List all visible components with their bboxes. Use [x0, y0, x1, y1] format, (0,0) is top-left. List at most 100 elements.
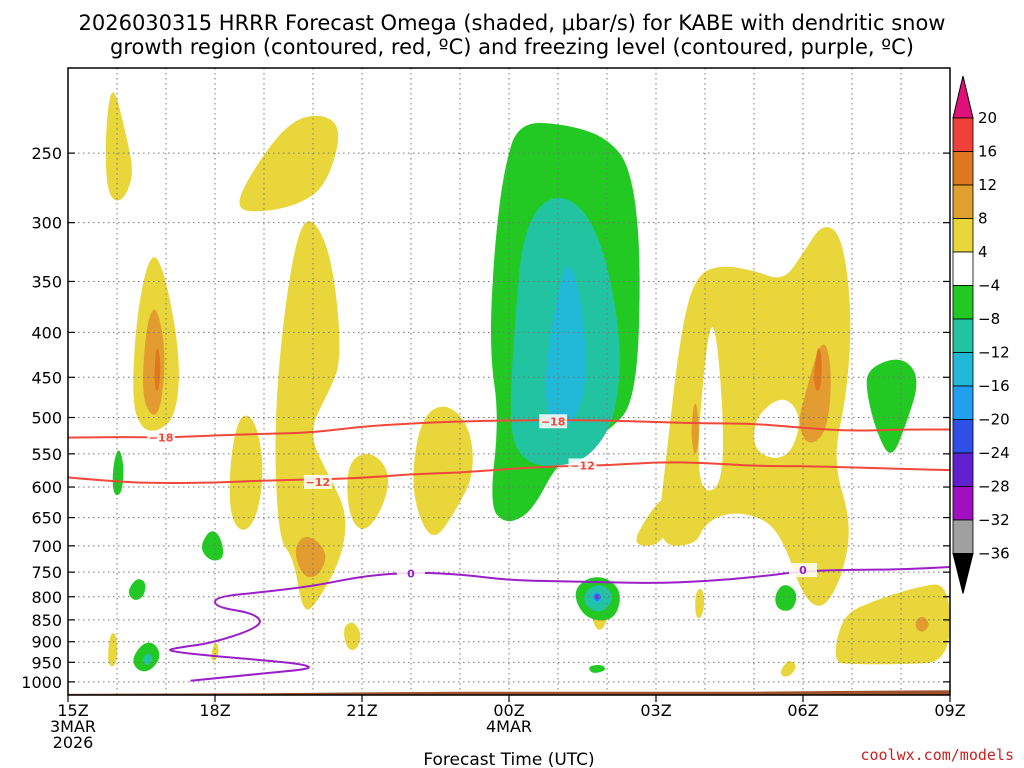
colorbar-label: 8 [978, 210, 988, 228]
x-tick-label: 4MAR [486, 717, 532, 736]
omega-region-yellow [105, 92, 132, 201]
omega-region-yellow [695, 589, 705, 619]
y-axis-ticks: 250 300 350 400 450 500 550 600 650 700 750 800 850 9… [21, 144, 950, 692]
contour-label: −12 [570, 459, 595, 472]
omega-region-green [866, 359, 917, 453]
contour-label-bg [539, 414, 568, 429]
temperature-contours: −18 −12 0 −18 −12 0 [67, 414, 951, 682]
y-tick-label: 1000 [21, 673, 62, 692]
x-tick-label: 18Z [199, 701, 230, 720]
contour-label-bg [789, 563, 817, 578]
omega-region-green [589, 665, 606, 673]
colorbar-label: −16 [978, 377, 1010, 395]
y-tick-label: 850 [31, 611, 62, 630]
gridlines [68, 68, 950, 695]
colorbar-bin [952, 519, 974, 554]
colorbar-label: 20 [978, 109, 997, 127]
omega-region-teal [142, 653, 153, 665]
contour-label-bg [568, 458, 597, 473]
x-tick-label: 3MAR [50, 717, 96, 736]
omega-region-yellow [275, 221, 346, 610]
credit-text: coolwx.com/models [860, 746, 1014, 764]
colorbar-bin [952, 285, 974, 320]
contour-label-bg [303, 474, 332, 489]
contour-label: −18 [541, 415, 566, 428]
omega-region-orange [915, 616, 929, 632]
x-tick-label: 00Z [493, 701, 524, 720]
omega-region-green [112, 450, 124, 496]
x-tick-label: 21Z [346, 701, 377, 720]
y-tick-label: 800 [31, 588, 62, 607]
colorbar-bin [952, 452, 974, 487]
omega-region-neutral [754, 399, 799, 458]
contour-line--18 [67, 419, 950, 439]
x-tick-label: 09Z [934, 701, 965, 720]
omega-region-yellow [229, 415, 263, 530]
omega-region-cyan [545, 266, 586, 425]
colorbar-label: −24 [978, 444, 1010, 462]
colorbar-label: −8 [978, 310, 1000, 328]
omega-region-yellow [659, 227, 851, 606]
x-tick-label: 03Z [640, 701, 671, 720]
omega-region-yellow [108, 633, 117, 667]
colorbar-bin [952, 151, 974, 186]
omega-region-green [775, 585, 797, 611]
contour-line--12 [67, 461, 951, 484]
ground-fill [68, 690, 950, 695]
contour-label-bg [147, 430, 176, 445]
colorbar-label: 4 [978, 243, 988, 261]
colorbar-bin [952, 419, 974, 454]
chart-title-line-1: 2026030315 HRRR Forecast Omega (shaded, … [79, 11, 946, 35]
colorbar-bin [952, 486, 974, 521]
contour-label-bg [397, 566, 425, 581]
colorbar-label: 12 [978, 176, 997, 194]
colorbar-bin-top-arrow [952, 75, 974, 119]
y-tick-label: 650 [31, 509, 62, 528]
contour-label: −18 [149, 432, 174, 445]
y-tick-label: 350 [31, 272, 62, 291]
y-tick-label: 550 [31, 445, 62, 464]
chart-title-line-2: growth region (contoured, red, ºC) and f… [110, 35, 914, 59]
y-tick-label: 600 [31, 478, 62, 497]
x-tick-label: 15Z [57, 701, 88, 720]
omega-region-green [201, 531, 224, 561]
omega-region-orange [295, 536, 326, 578]
omega-region-yellow [636, 498, 673, 546]
colorbar-label: 16 [978, 143, 997, 161]
colorbar-label: −36 [978, 545, 1010, 563]
y-tick-label: 250 [31, 144, 62, 163]
ground-surface [68, 690, 950, 695]
y-tick-label: 500 [31, 408, 62, 427]
y-tick-label: 450 [31, 368, 62, 387]
omega-region-green [128, 579, 146, 600]
x-tick-label: 2026 [53, 733, 94, 752]
omega-region-orange [799, 344, 831, 443]
y-tick-label: 300 [31, 214, 62, 233]
y-tick-label: 700 [31, 537, 62, 556]
colorbar-bin [952, 184, 974, 219]
omega-region-yellow [780, 660, 796, 677]
colorbar-bin [952, 318, 974, 353]
omega-region-purple [595, 595, 599, 599]
omega-region-yellow [239, 115, 339, 212]
contour-label: −12 [306, 476, 331, 489]
colorbar-bin [952, 218, 974, 253]
colorbar-label: −20 [978, 411, 1010, 429]
omega-region-yellow [413, 406, 473, 536]
colorbar: 20 16 12 8 4 −4 −8 −12 −16 −20 −24 −28 −32 −36 [952, 75, 1010, 594]
x-tick-label: 06Z [787, 701, 818, 720]
y-tick-label: 750 [31, 563, 62, 582]
y-tick-label: 950 [31, 653, 62, 672]
colorbar-label: −4 [978, 277, 1000, 295]
omega-region-yellow [347, 453, 389, 529]
colorbar-bin-bottom-arrow [952, 553, 974, 594]
colorbar-label: −12 [978, 344, 1010, 362]
colorbar-bin [952, 385, 974, 420]
colorbar-label: −28 [978, 478, 1010, 496]
omega-shaded-regions [105, 92, 950, 677]
contour-line-0 [169, 566, 951, 682]
colorbar-label: −32 [978, 511, 1010, 529]
colorbar-bin [952, 117, 974, 152]
